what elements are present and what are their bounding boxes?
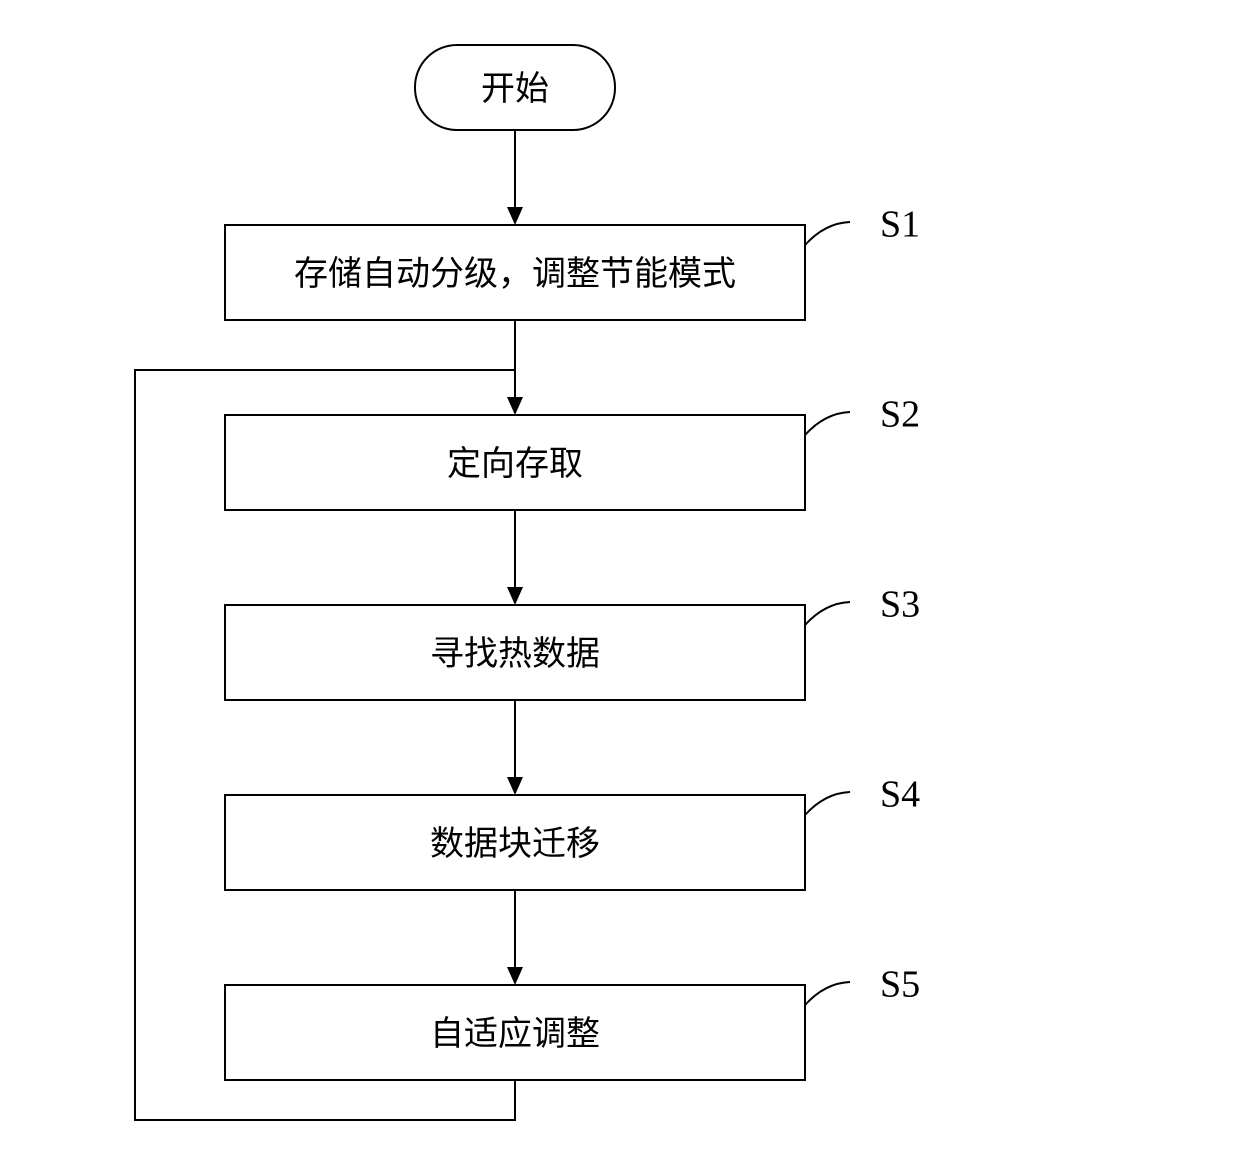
node-s2: 定向存取 (225, 415, 805, 510)
label-connector-s5 (805, 982, 850, 1005)
node-s3-text: 寻找热数据 (430, 635, 600, 673)
step-label-s3: S3 (880, 584, 920, 626)
node-s2-text: 定向存取 (447, 445, 583, 483)
label-connector-s3 (805, 602, 850, 625)
node-s1: 存储自动分级，调整节能模式 (225, 225, 805, 320)
step-label-s5: S5 (880, 964, 920, 1006)
node-start: 开始 (415, 45, 615, 130)
label-connector-s1 (805, 222, 850, 245)
node-s5-text: 自适应调整 (430, 1015, 600, 1053)
node-s4-text: 数据块迁移 (430, 825, 600, 863)
node-s4: 数据块迁移 (225, 795, 805, 890)
node-start-text: 开始 (481, 70, 549, 108)
label-connector-s4 (805, 792, 850, 815)
node-s5: 自适应调整 (225, 985, 805, 1080)
step-label-s1: S1 (880, 204, 920, 246)
node-s1-text: 存储自动分级，调整节能模式 (294, 255, 736, 293)
step-label-s2: S2 (880, 394, 920, 436)
flowchart-canvas: 开始 存储自动分级，调整节能模式 S1 定向存取 S2 寻找热数据 S3 数据块… (0, 0, 1240, 1169)
step-label-s4: S4 (880, 774, 920, 816)
node-s3: 寻找热数据 (225, 605, 805, 700)
label-connector-s2 (805, 412, 850, 435)
